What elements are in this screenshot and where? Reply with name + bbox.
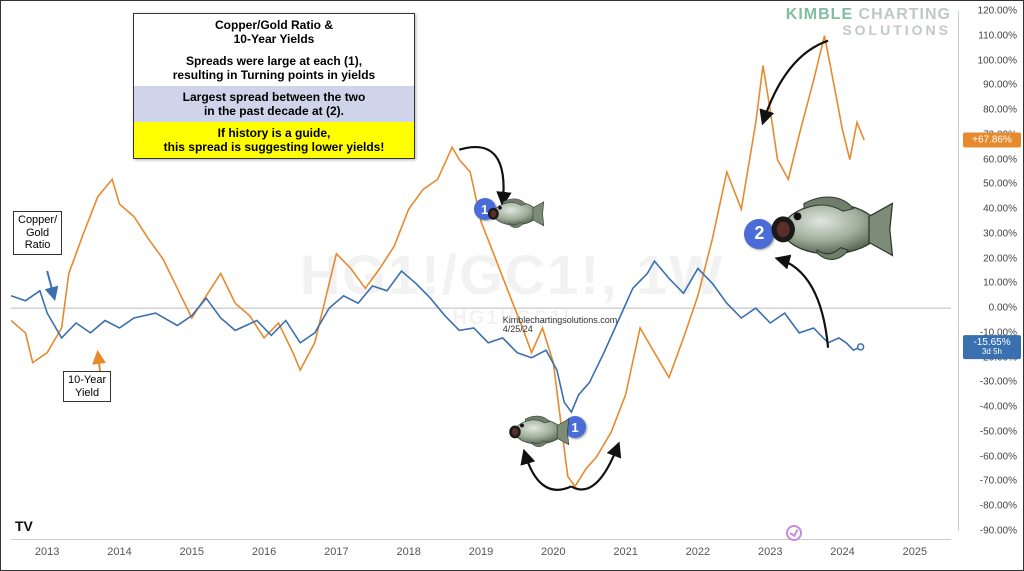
yield-label: 10-Year Yield bbox=[63, 371, 111, 402]
y-tick: 110.00% bbox=[978, 30, 1017, 41]
y-tick: 20.00% bbox=[983, 253, 1017, 264]
y-axis-flag: -15.65%3d 5h bbox=[963, 335, 1021, 359]
x-tick: 2019 bbox=[469, 546, 493, 558]
y-tick: 100.00% bbox=[978, 55, 1017, 66]
attribution: Kimblechartingsolutions.com 4/25/24 bbox=[503, 316, 618, 336]
annotation-textbox: Copper/Gold Ratio & 10-Year Yields Sprea… bbox=[133, 13, 415, 159]
x-tick: 2023 bbox=[758, 546, 782, 558]
x-tick: 2016 bbox=[252, 546, 276, 558]
tradingview-icon: TV bbox=[15, 518, 33, 536]
copper-gold-label: Copper/ Gold Ratio bbox=[13, 211, 62, 255]
y-tick: 10.00% bbox=[983, 278, 1017, 289]
x-tick: 2025 bbox=[903, 546, 927, 558]
x-tick: 2024 bbox=[830, 546, 854, 558]
textbox-para1b: resulting in Turning points in yields bbox=[173, 68, 375, 82]
x-tick: 2013 bbox=[35, 546, 59, 558]
y-tick: 80.00% bbox=[983, 105, 1017, 116]
y-tick: -30.00% bbox=[980, 377, 1017, 388]
textbox-para1: Spreads were large at each (1), resultin… bbox=[134, 50, 414, 86]
y-tick: 30.00% bbox=[983, 228, 1017, 239]
textbox-title2: 10-Year Yields bbox=[234, 32, 315, 46]
y-tick: -70.00% bbox=[980, 476, 1017, 487]
y-l1: 10-Year bbox=[68, 374, 106, 386]
y-tick: 40.00% bbox=[983, 204, 1017, 215]
y-tick: -50.00% bbox=[980, 426, 1017, 437]
x-tick: 2022 bbox=[686, 546, 710, 558]
textbox-highlight-yellow: If history is a guide, this spread is su… bbox=[134, 122, 414, 158]
textbox-title: Copper/Gold Ratio & 10-Year Yields bbox=[134, 14, 414, 50]
y-tick: 60.00% bbox=[983, 154, 1017, 165]
y-tick: 90.00% bbox=[983, 80, 1017, 91]
y-tick: -60.00% bbox=[980, 451, 1017, 462]
y-axis-flag: +67.86% bbox=[963, 133, 1021, 148]
cg-l3: Ratio bbox=[25, 239, 51, 251]
fish-icon bbox=[506, 414, 570, 449]
x-tick: 2021 bbox=[613, 546, 637, 558]
attrib-l1: Kimblechartingsolutions.com bbox=[503, 315, 618, 325]
y-axis: 120.00%110.00%100.00%90.00%80.00%70.00%6… bbox=[958, 11, 1023, 531]
fish-icon bbox=[485, 197, 545, 230]
textbox-yellow1: If history is a guide, bbox=[218, 126, 331, 140]
current-bar-marker-icon bbox=[786, 525, 802, 541]
textbox-para1a: Spreads were large at each (1), bbox=[186, 54, 362, 68]
cg-l1: Copper/ bbox=[18, 214, 57, 226]
cg-l2: Gold bbox=[26, 227, 49, 239]
textbox-highlight-blue: Largest spread between the two in the pa… bbox=[134, 86, 414, 122]
attrib-l2: 4/25/24 bbox=[503, 324, 533, 334]
x-tick: 2017 bbox=[324, 546, 348, 558]
x-tick: 2020 bbox=[541, 546, 565, 558]
y-tick: -90.00% bbox=[980, 526, 1017, 537]
x-tick: 2015 bbox=[180, 546, 204, 558]
chart-container: HG1!/GC1!, 1W HG1!/GC1! KIMBLE CHARTING … bbox=[0, 0, 1024, 571]
textbox-blue1: Largest spread between the two bbox=[183, 90, 366, 104]
x-tick: 2018 bbox=[396, 546, 420, 558]
textbox-yellow2: this spread is suggesting lower yields! bbox=[164, 140, 385, 154]
fish-icon-large bbox=[765, 193, 895, 265]
textbox-title1: Copper/Gold Ratio & bbox=[215, 18, 333, 32]
x-tick: 2014 bbox=[107, 546, 131, 558]
y-tick: 0.00% bbox=[989, 303, 1017, 314]
y-tick: 120.00% bbox=[978, 6, 1017, 17]
y-tick: -40.00% bbox=[980, 402, 1017, 413]
y-l2: Yield bbox=[75, 387, 99, 399]
textbox-blue2: in the past decade at (2). bbox=[204, 104, 344, 118]
y-tick: 50.00% bbox=[983, 179, 1017, 190]
y-tick: -80.00% bbox=[980, 501, 1017, 512]
x-axis: 2013 2014 2015 2016 2017 2018 2019 2020 2021 2022… bbox=[11, 539, 951, 570]
